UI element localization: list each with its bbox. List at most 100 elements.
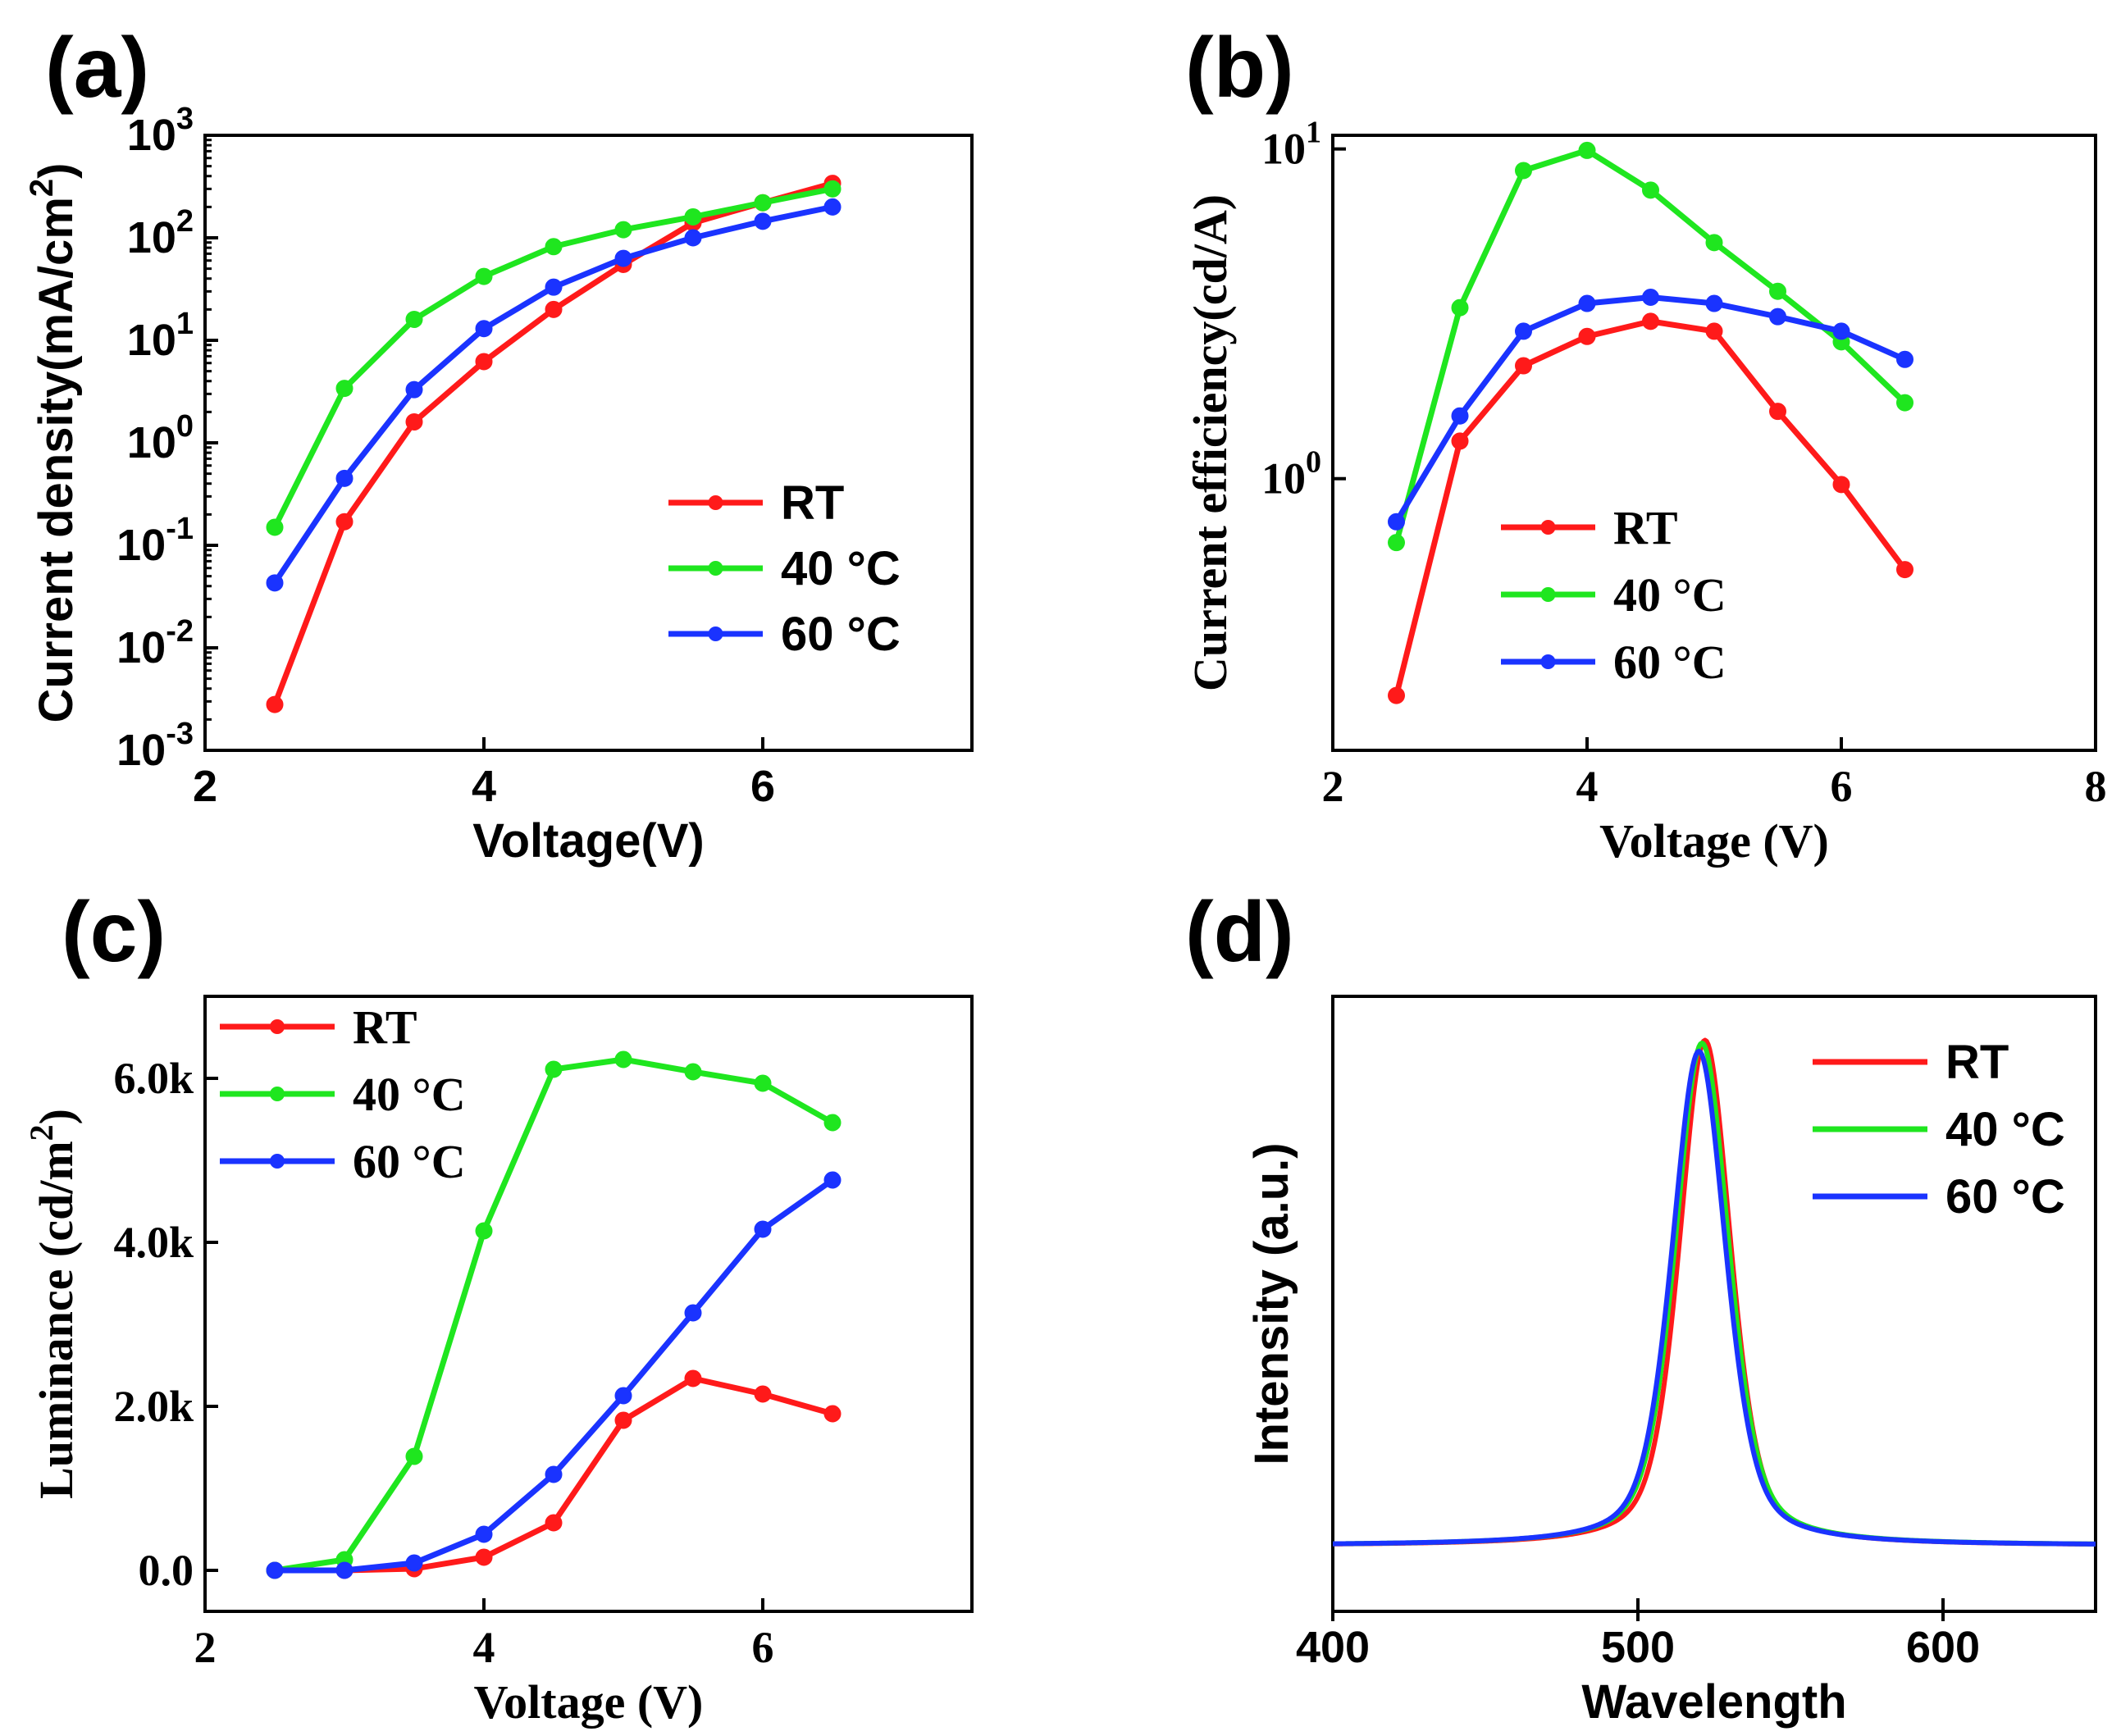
legend-label: RT [353,1000,417,1054]
legend-label: 40 °C [1945,1103,2065,1156]
legend-item-40C: 40 °C [220,1068,466,1121]
legend: RT 40 °C 60 °C [220,1000,466,1188]
data-point [754,212,772,230]
legend-item-RT: RT [1501,501,1678,554]
data-point [823,198,842,216]
x-tick-label: 4 [473,1623,495,1672]
x-tick-label: 4 [1576,762,1599,811]
x-tick-label: 500 [1601,1623,1675,1672]
data-point [1515,162,1532,180]
x-tick-label: 2 [1322,762,1344,811]
data-point [1388,686,1405,704]
series-RT [1388,312,1913,704]
chart-panel-d: (d) 400 500 600 Wavelength Intensity (a.u.) RT… [1185,885,2097,1729]
x-axis-title: Voltage (V) [474,1675,704,1729]
y-axis-title: Current density(mA/cm2) [24,163,83,723]
data-point [1515,357,1532,375]
legend-item-40C: 40 °C [1501,568,1726,622]
series-line [275,1178,835,1574]
data-point [684,1063,702,1081]
data-point [266,574,284,592]
data-point [1832,476,1850,494]
y-tick-label: 101 [127,307,194,365]
data-point [545,300,563,318]
y-tick-label: 6.0k [113,1054,194,1103]
data-point [1578,327,1596,345]
series-line [1393,147,1907,544]
data-point [1515,322,1532,340]
data-point [1769,403,1786,421]
data-point [545,278,563,296]
plot-frame [1331,134,2097,752]
data-point [1705,234,1723,252]
legend-label: 60 °C [1945,1170,2065,1223]
data-point [754,1074,772,1092]
legend-marker [708,495,723,510]
data-point [684,1304,702,1322]
legend-item-60C: 60 °C [1813,1170,2065,1223]
data-point [1578,141,1596,159]
x-tick-label: 4 [472,762,496,811]
legend-marker [708,561,723,576]
series-40C [266,180,842,536]
legend-label: RT [1945,1036,2009,1089]
data-point [266,1561,284,1579]
legend-item-RT: RT [220,1000,417,1054]
data-point [614,221,632,239]
data-point [335,380,354,398]
legend: RT 40 °C 60 °C [1813,1036,2065,1223]
legend-label: 60 °C [1613,636,1726,689]
y-axis-title: Current efficiency(cd/A) [1184,194,1237,691]
data-point [545,1465,563,1483]
series-line [272,203,833,585]
y-tick-label: 10-2 [116,614,194,672]
data-point [1705,322,1723,340]
data-point [545,238,563,256]
legend-marker [708,627,723,641]
legend-label: 40 °C [1613,568,1726,622]
data-point [1832,322,1850,340]
legend-item-60C: 60 °C [220,1135,466,1188]
data-point [684,207,702,226]
legend-item-60C: 60 °C [1501,636,1726,689]
chart-panel-c: (c) 2 4 6 0.0 2.0k 4.0k 6.0k Voltage (V) Luminanc… [23,885,974,1729]
legend-item-RT: RT [668,476,844,530]
x-tick-label: 8 [2085,762,2107,811]
legend-marker [270,1019,285,1034]
legend: RT 40 °C 60 °C [668,476,901,661]
x-tick-label: 6 [1831,762,1853,811]
legend: RT 40 °C 60 °C [1501,501,1726,689]
legend-item-60C: 60 °C [668,608,901,661]
y-tick-label: 100 [127,409,194,467]
data-point [823,1405,842,1423]
legend-item-RT: RT [1813,1036,2009,1089]
data-point [823,1114,842,1132]
chart-panel-b: (b) 2 4 6 8 100 101 Voltage (V) Current efficien… [1184,21,2107,868]
data-point [405,1554,423,1572]
data-point [475,1222,493,1240]
data-point [545,1514,563,1532]
legend-item-40C: 40 °C [668,542,901,595]
series-60C [1388,288,1913,531]
data-point [266,518,284,536]
data-point [1451,407,1469,425]
data-point [1388,534,1405,552]
x-tick-label: 6 [750,762,775,811]
plot-frame [203,995,974,1613]
x-tick-label: 2 [193,762,217,811]
data-point [1769,308,1786,326]
data-point [405,1447,423,1465]
data-point [1705,294,1723,312]
legend-marker [1540,654,1556,669]
y-tick-label: 102 [127,204,194,262]
x-tick-label: 6 [752,1623,774,1672]
legend-marker [270,1154,285,1169]
legend-label: RT [781,476,844,530]
series-60C [266,1171,842,1579]
data-point [614,1411,632,1429]
y-axis-title: Intensity (a.u.) [1245,1142,1298,1465]
data-point [1896,350,1913,368]
panel-label: (b) [1185,21,1294,116]
data-point [475,353,493,371]
